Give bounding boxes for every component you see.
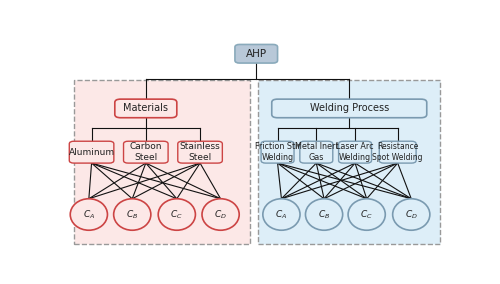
Ellipse shape [392,199,430,230]
Text: $C_D$: $C_D$ [405,208,417,221]
Text: Laser Arc
Welding: Laser Arc Welding [336,143,374,162]
FancyBboxPatch shape [178,141,222,163]
FancyBboxPatch shape [272,99,427,118]
Text: Carbon
Steel: Carbon Steel [130,143,162,162]
Text: $C_B$: $C_B$ [318,208,330,221]
FancyBboxPatch shape [115,99,177,118]
Text: $C_D$: $C_D$ [214,208,227,221]
Text: Resistance
Spot Welding: Resistance Spot Welding [372,143,423,162]
Ellipse shape [114,199,151,230]
FancyBboxPatch shape [235,45,278,63]
FancyBboxPatch shape [261,141,294,163]
FancyBboxPatch shape [70,141,114,163]
Text: Materials: Materials [124,103,168,113]
Text: Aluminum: Aluminum [68,148,114,157]
Text: Stainless
Steel: Stainless Steel [180,143,220,162]
Text: $C_C$: $C_C$ [360,208,373,221]
Text: $C_A$: $C_A$ [82,208,95,221]
Text: Metal Inert
Gas: Metal Inert Gas [294,143,338,162]
Ellipse shape [348,199,386,230]
Text: Welding Process: Welding Process [310,103,389,113]
Text: $C_B$: $C_B$ [126,208,138,221]
FancyBboxPatch shape [300,141,333,163]
Ellipse shape [158,199,196,230]
Ellipse shape [70,199,108,230]
FancyBboxPatch shape [338,141,372,163]
FancyBboxPatch shape [74,80,250,244]
FancyBboxPatch shape [258,80,440,244]
Text: $C_A$: $C_A$ [276,208,287,221]
FancyBboxPatch shape [380,141,416,163]
Text: AHP: AHP [246,49,267,59]
Ellipse shape [263,199,300,230]
Ellipse shape [306,199,343,230]
Ellipse shape [202,199,239,230]
Text: Friction Stir
Welding: Friction Stir Welding [254,143,300,162]
Text: $C_C$: $C_C$ [170,208,183,221]
FancyBboxPatch shape [124,141,168,163]
